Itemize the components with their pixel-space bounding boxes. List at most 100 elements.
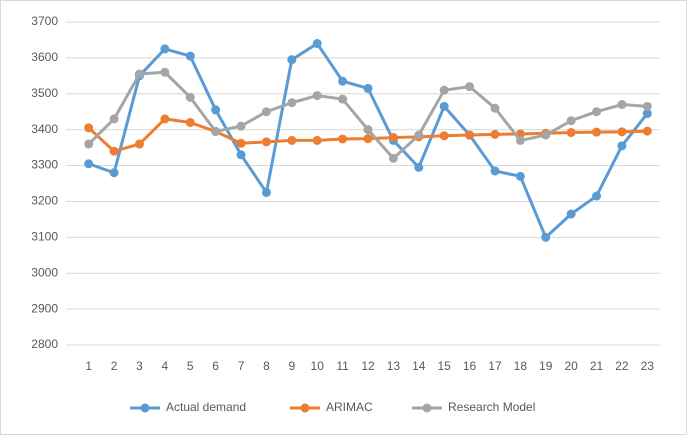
legend-label: Actual demand xyxy=(166,400,246,414)
data-point xyxy=(592,191,602,201)
x-tick-label: 7 xyxy=(238,359,245,373)
x-tick-label: 21 xyxy=(590,359,604,373)
data-point xyxy=(515,171,525,181)
data-point xyxy=(261,187,271,197)
data-point xyxy=(312,91,322,101)
x-tick-label: 6 xyxy=(212,359,219,373)
data-point xyxy=(338,94,348,104)
x-tick-label: 22 xyxy=(615,359,629,373)
data-point xyxy=(160,44,170,54)
x-tick-label: 5 xyxy=(187,359,194,373)
data-point xyxy=(592,107,602,117)
data-point xyxy=(211,126,221,136)
x-tick-label: 10 xyxy=(311,359,325,373)
data-point xyxy=(109,114,119,124)
data-point xyxy=(592,127,602,137)
data-point xyxy=(287,98,297,108)
data-point xyxy=(541,232,551,242)
data-point xyxy=(439,101,449,111)
data-point xyxy=(211,105,221,115)
data-point xyxy=(414,130,424,140)
x-tick-label: 9 xyxy=(288,359,295,373)
data-point xyxy=(160,67,170,77)
data-point xyxy=(388,133,398,143)
data-point xyxy=(617,127,627,137)
y-tick-label: 2800 xyxy=(31,337,58,351)
y-tick-label: 3300 xyxy=(31,158,58,172)
data-point xyxy=(617,141,627,151)
data-point xyxy=(134,69,144,79)
data-point xyxy=(439,131,449,141)
x-tick-label: 17 xyxy=(488,359,502,373)
data-point xyxy=(287,135,297,145)
data-point xyxy=(617,100,627,110)
data-point xyxy=(566,116,576,126)
data-point xyxy=(439,85,449,95)
data-point xyxy=(134,139,144,149)
y-tick-label: 3700 xyxy=(31,14,58,28)
x-tick-label: 20 xyxy=(564,359,578,373)
data-point xyxy=(388,153,398,163)
legend-label: Research Model xyxy=(448,400,535,414)
data-point xyxy=(109,146,119,156)
legend-label: ARIMAC xyxy=(326,400,373,414)
y-tick-label: 2900 xyxy=(31,301,58,315)
legend-marker xyxy=(422,403,432,413)
data-point xyxy=(414,162,424,172)
data-point xyxy=(363,83,373,93)
x-tick-label: 23 xyxy=(641,359,655,373)
data-point xyxy=(84,123,94,133)
legend-marker xyxy=(140,403,150,413)
y-tick-label: 3500 xyxy=(31,86,58,100)
x-tick-label: 1 xyxy=(85,359,92,373)
data-point xyxy=(84,139,94,149)
data-point xyxy=(490,166,500,176)
x-tick-label: 18 xyxy=(514,359,528,373)
data-point xyxy=(261,137,271,147)
y-tick-label: 3100 xyxy=(31,230,58,244)
x-tick-label: 14 xyxy=(412,359,426,373)
x-tick-label: 15 xyxy=(437,359,451,373)
y-tick-label: 3200 xyxy=(31,194,58,208)
y-tick-label: 3600 xyxy=(31,50,58,64)
data-point xyxy=(642,126,652,136)
data-point xyxy=(236,150,246,160)
data-point xyxy=(515,135,525,145)
data-point xyxy=(363,125,373,135)
x-tick-label: 8 xyxy=(263,359,270,373)
data-point xyxy=(490,103,500,113)
data-point xyxy=(566,128,576,138)
legend-marker xyxy=(300,403,310,413)
data-point xyxy=(160,114,170,124)
data-point xyxy=(312,39,322,49)
x-tick-label: 13 xyxy=(387,359,401,373)
x-tick-label: 19 xyxy=(539,359,553,373)
data-point xyxy=(261,107,271,117)
data-point xyxy=(566,209,576,219)
data-point xyxy=(363,134,373,144)
data-point xyxy=(84,159,94,169)
x-tick-label: 3 xyxy=(136,359,143,373)
x-tick-label: 11 xyxy=(336,359,349,373)
y-tick-label: 3400 xyxy=(31,122,58,136)
data-point xyxy=(236,138,246,148)
data-point xyxy=(541,130,551,140)
data-point xyxy=(465,130,475,140)
data-point xyxy=(338,134,348,144)
x-tick-label: 2 xyxy=(111,359,118,373)
x-tick-label: 12 xyxy=(361,359,375,373)
data-point xyxy=(465,82,475,92)
data-point xyxy=(109,168,119,178)
data-point xyxy=(338,76,348,86)
data-point xyxy=(312,135,322,145)
x-tick-label: 16 xyxy=(463,359,477,373)
data-point xyxy=(185,92,195,102)
data-point xyxy=(642,109,652,119)
data-point xyxy=(185,117,195,127)
data-point xyxy=(236,121,246,131)
y-tick-label: 3000 xyxy=(31,265,58,279)
x-tick-label: 4 xyxy=(162,359,169,373)
data-point xyxy=(185,51,195,61)
data-point xyxy=(642,101,652,111)
